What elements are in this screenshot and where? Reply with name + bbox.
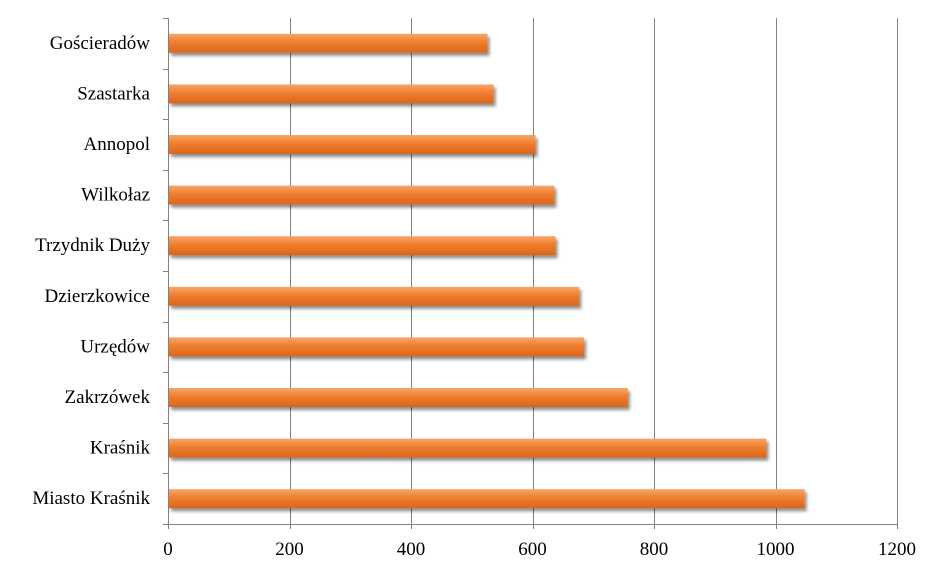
x-tick-label: 800 (640, 539, 669, 560)
bar-urzędów (169, 337, 585, 357)
category-label: Annopol (84, 134, 151, 155)
bar-annopol (169, 135, 536, 154)
category-label: Zakrzówek (65, 387, 151, 408)
x-tick-label: 600 (518, 539, 547, 560)
x-tick-labels: 0 200 400 600 800 1000 1200 (163, 539, 916, 560)
x-tick-label: 200 (275, 539, 304, 560)
x-tick-label: 1000 (757, 539, 795, 560)
category-label: Wilkołaz (81, 185, 150, 206)
bar-gościeradów (169, 33, 488, 53)
axes (163, 18, 898, 529)
bar-dzierzkowice (169, 286, 580, 306)
bar-szastarka (169, 84, 494, 104)
x-tick-label: 1200 (878, 539, 916, 560)
x-tick-label: 0 (163, 539, 173, 560)
category-label: Miasto Kraśnik (32, 488, 150, 509)
bar-trzydnik-duży (169, 236, 556, 256)
category-label: Szastarka (77, 83, 150, 104)
x-tick-label: 400 (397, 539, 426, 560)
bar-miasto-kraśnik (169, 489, 805, 509)
bar-wilkołaz (169, 185, 555, 205)
bar-kraśnik (169, 438, 767, 458)
bars (169, 33, 805, 509)
bar-zakrzówek (169, 388, 628, 407)
category-label: Gościeradów (50, 33, 151, 54)
category-label: Urzędów (80, 336, 150, 357)
category-label: Dzierzkowice (45, 286, 151, 307)
category-labels: Gościeradów Szastarka Annopol Wilkołaz Trzyd… (32, 33, 150, 509)
category-label: Kraśnik (90, 438, 151, 459)
category-label: Trzydnik Duży (35, 235, 150, 256)
